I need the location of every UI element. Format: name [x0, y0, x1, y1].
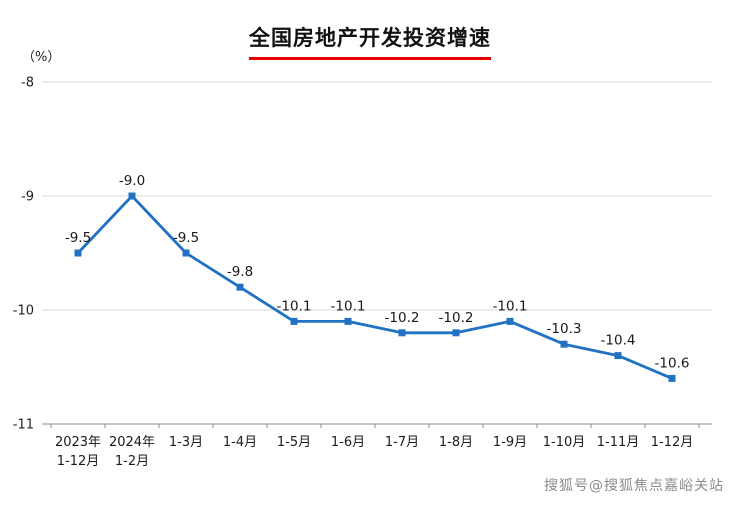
- data-point-marker: [236, 283, 244, 291]
- x-tick-label: 1-11月: [597, 435, 640, 450]
- x-tick-label: 1-2月: [115, 454, 149, 469]
- x-tick-label: 1-9月: [493, 435, 527, 450]
- y-tick-label: -8: [21, 76, 34, 91]
- watermark: 搜狐号@搜狐焦点嘉峪关站: [544, 478, 724, 494]
- x-tick-label: 2023年: [55, 435, 101, 450]
- x-tick-label: 1-7月: [385, 435, 419, 450]
- data-label: -9.5: [173, 230, 199, 246]
- data-label: -9.5: [65, 230, 91, 246]
- y-axis-unit-label: （%）: [22, 50, 61, 65]
- data-point-marker: [560, 340, 568, 348]
- data-point-marker: [128, 192, 136, 200]
- data-label: -10.4: [601, 333, 636, 349]
- x-tick-label: 1-3月: [169, 435, 203, 450]
- x-tick-label: 1-4月: [223, 435, 257, 450]
- data-point-marker: [290, 317, 298, 325]
- x-tick-label: 1-6月: [331, 435, 365, 450]
- x-tick-label: 2024年: [109, 435, 155, 450]
- x-tick-label: 1-12月: [57, 454, 100, 469]
- x-tick-label: 1-12月: [651, 435, 694, 450]
- data-point-marker: [344, 317, 352, 325]
- y-tick-label: -11: [13, 418, 34, 433]
- x-tick-label: 1-5月: [277, 435, 311, 450]
- data-label: -9.8: [227, 264, 253, 280]
- data-point-marker: [668, 374, 676, 382]
- data-label: -10.1: [493, 298, 528, 314]
- y-tick-label: -10: [13, 304, 34, 319]
- data-point-marker: [182, 249, 190, 257]
- data-point-marker: [452, 329, 460, 337]
- data-label: -10.6: [655, 355, 690, 371]
- data-label: -10.2: [439, 310, 474, 326]
- data-point-marker: [614, 352, 622, 360]
- chart-title: 全国房地产开发投资增速: [249, 22, 491, 60]
- data-label: -10.3: [547, 321, 582, 337]
- x-tick-label: 1-8月: [439, 435, 473, 450]
- data-label: -9.0: [119, 173, 145, 189]
- data-point-marker: [398, 329, 406, 337]
- data-label: -10.1: [331, 298, 366, 314]
- x-tick-label: 1-10月: [543, 435, 586, 450]
- data-line: [76, 194, 674, 380]
- data-label: -10.1: [277, 298, 312, 314]
- data-label: -10.2: [385, 310, 420, 326]
- chart-title-wrap: 全国房地产开发投资增速: [0, 22, 740, 60]
- y-tick-label: -9: [21, 190, 34, 205]
- data-point-marker: [506, 317, 514, 325]
- data-point-marker: [74, 249, 82, 257]
